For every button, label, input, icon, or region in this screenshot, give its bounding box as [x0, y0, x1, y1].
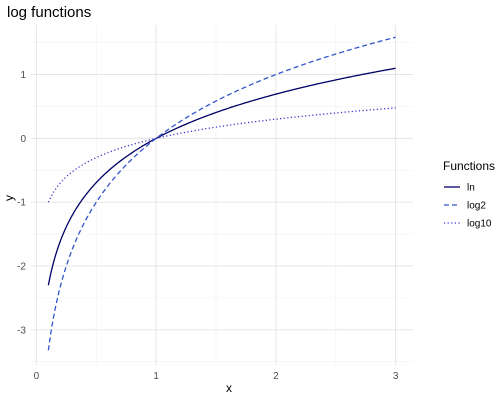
y-tick-label: -2 [17, 261, 26, 272]
y-tick-label: -3 [17, 325, 26, 336]
series-layer [47, 36, 396, 351]
plot-panel [31, 25, 413, 365]
y-tick-label: 1 [20, 70, 26, 81]
series-line-log2 [47, 36, 396, 351]
x-tick-label: 2 [273, 371, 279, 382]
y-axis-ticks: -3 -2 -1 0 1 [17, 70, 26, 336]
legend-label-log10: log10 [467, 219, 492, 230]
x-tick-label: 3 [393, 371, 399, 382]
x-tick-label: 1 [153, 371, 159, 382]
legend-title: Functions [443, 159, 495, 173]
y-tick-label: -1 [17, 198, 26, 209]
legend-label-ln: ln [467, 183, 475, 194]
chart-title: log functions [7, 4, 91, 21]
legend-label-log2: log2 [467, 201, 486, 212]
y-axis-title: y [2, 195, 16, 201]
major-gridlines [31, 25, 413, 365]
x-axis-ticks: 0 1 2 3 [34, 371, 399, 382]
x-tick-label: 0 [34, 371, 40, 382]
series-line-ln [47, 67, 396, 286]
x-axis-title: x [226, 381, 232, 395]
legend: Functions ln log2 log10 [443, 159, 495, 230]
y-tick-label: 0 [20, 134, 26, 145]
series-line-log10 [47, 107, 396, 203]
minor-gridlines [31, 25, 413, 365]
